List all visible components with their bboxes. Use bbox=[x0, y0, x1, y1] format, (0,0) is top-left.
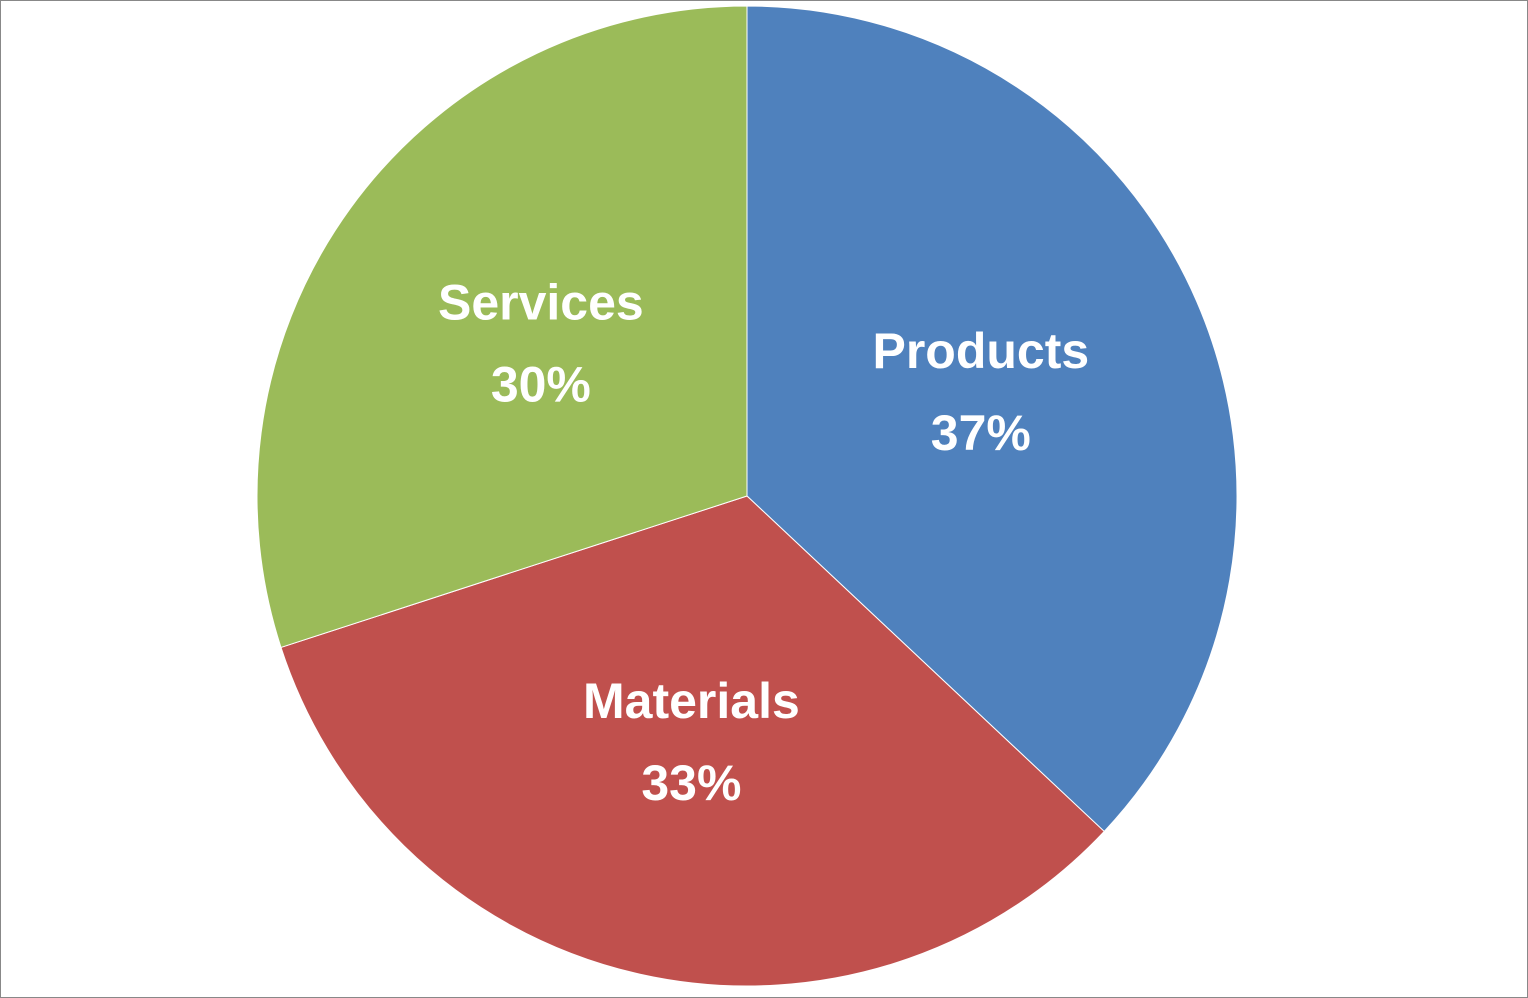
slice-value-label: 30% bbox=[491, 356, 591, 412]
pie-slice bbox=[256, 5, 748, 649]
slice-category-label: Services bbox=[438, 274, 644, 330]
pie-slice bbox=[280, 495, 1105, 987]
slice-value-label: 37% bbox=[931, 405, 1031, 461]
slice-value-label: 33% bbox=[641, 755, 741, 811]
slice-category-label: Products bbox=[872, 323, 1089, 379]
pie-slice bbox=[746, 5, 1238, 833]
slice-category-label: Materials bbox=[583, 673, 800, 729]
